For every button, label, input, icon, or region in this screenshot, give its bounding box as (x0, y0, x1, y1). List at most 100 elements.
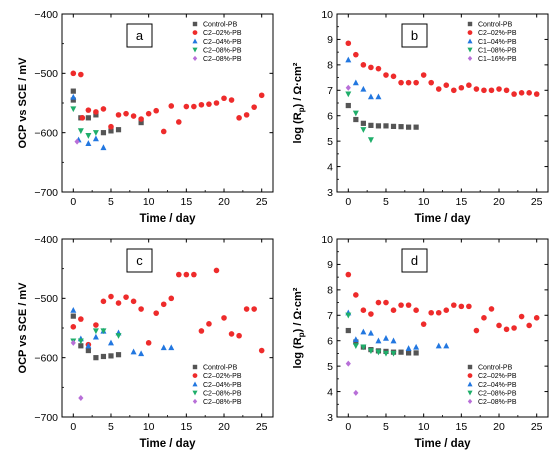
legend-marker (192, 30, 198, 35)
x-tick-label: 20 (493, 421, 505, 433)
x-tick-label: 15 (455, 421, 467, 433)
data-point (443, 307, 450, 314)
x-tick-label: 5 (383, 196, 389, 208)
x-tick-label: 10 (418, 196, 430, 208)
data-point (123, 294, 129, 300)
data-point (130, 348, 137, 355)
data-point (413, 124, 419, 130)
data-point (79, 115, 86, 121)
legend-label: C1–08%-PB (478, 47, 517, 54)
data-point (390, 350, 397, 357)
data-point (70, 307, 77, 313)
data-point (398, 124, 404, 130)
data-point (428, 309, 434, 316)
data-point (526, 322, 532, 329)
panel-label-box (401, 23, 428, 48)
data-point (368, 64, 374, 71)
data-point (100, 353, 107, 360)
x-axis-label: Time / day (414, 213, 471, 225)
data-point (466, 303, 472, 310)
y-tick-label: −600 (34, 127, 58, 139)
legend-marker (467, 398, 473, 404)
data-point (115, 333, 122, 339)
y-tick-label: −400 (34, 9, 58, 21)
data-point (176, 271, 182, 278)
y-tick-label: 9 (327, 259, 333, 271)
data-point (382, 334, 389, 341)
x-tick-label: 10 (143, 421, 155, 433)
data-point (153, 107, 159, 114)
data-point (518, 90, 525, 96)
data-point (130, 113, 137, 119)
data-point (345, 271, 352, 278)
legend-marker (192, 373, 198, 378)
data-point (70, 339, 76, 346)
legend-label: C2–08%-PB (478, 390, 517, 397)
data-point (107, 339, 114, 346)
legend-label: C1–16%-PB (478, 56, 517, 63)
legend-label: Control-PB (478, 22, 513, 29)
data-point (78, 395, 84, 402)
data-point (533, 315, 540, 321)
data-point (345, 327, 351, 334)
data-point (368, 122, 374, 128)
data-point (398, 349, 404, 355)
data-point (420, 72, 427, 78)
legend-label: C2–08%-PB (203, 56, 242, 63)
data-point (511, 91, 517, 97)
data-point (100, 130, 107, 136)
data-point (443, 82, 450, 88)
data-point (168, 103, 175, 109)
x-tick-label: 15 (455, 196, 467, 208)
panel-a: 0 5 10 15 20 25 −700 −600 −500 −400 Time / day OCP … (17, 9, 274, 225)
y-tick-label: 10 (321, 9, 333, 21)
data-point (221, 95, 227, 102)
y-tick-label: 4 (327, 161, 333, 173)
data-point (503, 326, 510, 333)
data-point (243, 112, 250, 118)
data-point (93, 322, 99, 328)
data-point (145, 340, 152, 346)
data-point (221, 315, 227, 321)
data-point (85, 342, 92, 349)
data-point (518, 313, 525, 320)
data-point (398, 302, 404, 308)
x-tick-label: 25 (256, 196, 268, 208)
legend-marker (192, 381, 198, 387)
data-point (345, 56, 352, 63)
data-point (108, 123, 114, 130)
data-point (115, 127, 122, 133)
data-point (130, 298, 137, 305)
x-tick-label: 0 (345, 196, 351, 208)
x-tick-label: 0 (70, 196, 76, 208)
data-point (360, 127, 367, 133)
data-point (85, 133, 92, 139)
data-point (367, 348, 374, 355)
x-axis-label: Time / day (139, 213, 196, 225)
y-tick-label: 8 (327, 60, 333, 72)
legend-label: Control-PB (203, 22, 238, 29)
legend-label: C2–02%-PB (203, 373, 242, 380)
data-point (70, 70, 77, 77)
data-point (138, 350, 145, 357)
data-point (93, 112, 99, 118)
panel-label: a (136, 28, 144, 43)
data-point (368, 311, 374, 317)
data-point (70, 324, 77, 330)
legend-marker (192, 47, 198, 53)
data-point (360, 344, 367, 351)
y-tick-label: −700 (34, 187, 58, 199)
data-point (198, 101, 205, 108)
y-tick-label: 4 (327, 386, 333, 398)
data-point (74, 138, 80, 145)
data-point (375, 93, 382, 100)
data-point (413, 350, 419, 356)
data-point (92, 333, 99, 340)
data-point (160, 344, 167, 351)
data-point (77, 128, 84, 135)
legend-label: C2–02%-PB (203, 30, 242, 37)
data-point (70, 93, 77, 100)
data-point (92, 328, 99, 335)
panel-c: 0 5 10 15 20 25 −700 −600 −500 −400 Time / day OCP … (17, 234, 274, 450)
